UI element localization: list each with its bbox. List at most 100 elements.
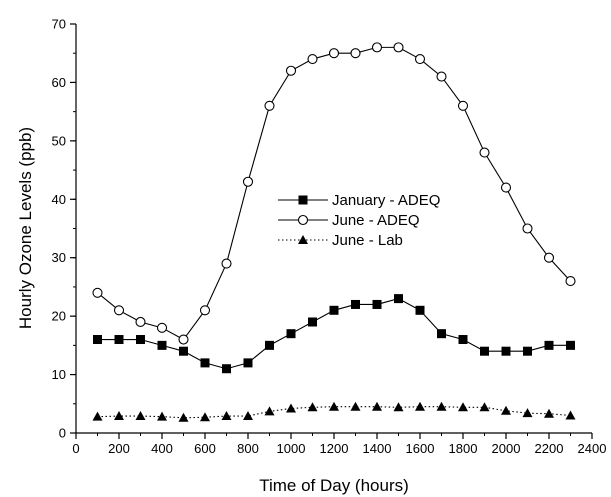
circle-marker bbox=[543, 252, 555, 263]
series-0 bbox=[93, 294, 575, 374]
triangle-marker bbox=[458, 402, 468, 412]
y-tick-label: 60 bbox=[52, 75, 66, 90]
triangle-marker bbox=[200, 412, 210, 422]
square-marker bbox=[222, 364, 231, 374]
triangle-marker bbox=[221, 411, 232, 421]
x-tick-label: 1400 bbox=[363, 441, 392, 456]
legend-entry: January - ADEQ bbox=[278, 192, 440, 209]
square-marker bbox=[480, 346, 489, 356]
circle-marker bbox=[307, 54, 318, 65]
circle-marker bbox=[393, 42, 404, 53]
circle-marker bbox=[522, 223, 533, 234]
legend-entry: June - Lab bbox=[278, 232, 403, 249]
circle-marker bbox=[479, 147, 490, 158]
square-marker bbox=[394, 294, 403, 304]
square-marker bbox=[265, 340, 274, 350]
x-tick-label: 1800 bbox=[449, 441, 478, 456]
triangle-marker bbox=[350, 401, 361, 411]
y-tick-label: 20 bbox=[52, 309, 66, 324]
circle-marker bbox=[371, 42, 383, 53]
y-tick-label: 30 bbox=[52, 250, 66, 265]
triangle-marker bbox=[307, 402, 318, 412]
x-tick-label: 200 bbox=[108, 441, 130, 456]
square-marker bbox=[308, 317, 317, 327]
circle-marker bbox=[221, 258, 232, 269]
legend-label: June - ADEQ bbox=[332, 212, 420, 229]
triangle-marker bbox=[565, 410, 576, 420]
square-marker bbox=[114, 335, 124, 345]
square-marker bbox=[372, 299, 382, 309]
triangle-marker bbox=[264, 406, 275, 416]
legend-entry: June - ADEQ bbox=[278, 212, 420, 229]
circle-marker bbox=[500, 182, 512, 193]
circle-marker bbox=[414, 54, 426, 65]
triangle-marker bbox=[157, 411, 167, 421]
x-tick-label: 2400 bbox=[578, 441, 607, 456]
x-tick-label: 2200 bbox=[535, 441, 564, 456]
circle-marker bbox=[264, 100, 275, 111]
series-2 bbox=[92, 401, 576, 422]
circle-marker bbox=[285, 65, 297, 76]
circle-marker bbox=[92, 287, 103, 298]
legend-square-marker bbox=[298, 195, 308, 205]
legend-triangle-marker bbox=[298, 235, 308, 244]
square-marker bbox=[437, 329, 446, 339]
circle-marker bbox=[178, 334, 189, 345]
square-marker bbox=[329, 305, 339, 315]
x-tick-label: 0 bbox=[72, 441, 79, 456]
triangle-marker bbox=[544, 408, 554, 418]
circle-marker bbox=[350, 48, 361, 59]
square-marker bbox=[501, 346, 511, 356]
y-tick-label: 0 bbox=[59, 426, 66, 441]
y-tick-label: 50 bbox=[52, 133, 66, 148]
x-tick-label: 1000 bbox=[277, 441, 306, 456]
triangle-marker bbox=[114, 411, 124, 421]
circle-marker bbox=[328, 48, 340, 59]
square-marker bbox=[415, 305, 425, 315]
series-1 bbox=[92, 42, 576, 345]
x-tick-label: 1200 bbox=[320, 441, 349, 456]
circle-marker bbox=[199, 305, 211, 316]
triangle-marker bbox=[286, 403, 296, 413]
triangle-marker bbox=[501, 405, 511, 415]
legend: January - ADEQ June - ADEQ June - Lab bbox=[278, 192, 440, 249]
square-marker bbox=[136, 335, 145, 345]
y-axis-title: Hourly Ozone Levels (ppb) bbox=[16, 127, 35, 329]
triangle-marker bbox=[415, 401, 425, 411]
triangle-marker bbox=[135, 411, 146, 421]
legend-label: January - ADEQ bbox=[332, 192, 440, 209]
circle-marker bbox=[113, 305, 125, 316]
circle-marker bbox=[436, 71, 447, 82]
x-tick-label: 1600 bbox=[406, 441, 435, 456]
square-marker bbox=[243, 358, 253, 368]
square-marker bbox=[93, 335, 102, 345]
square-marker bbox=[179, 346, 188, 356]
square-marker bbox=[566, 340, 575, 350]
triangle-marker bbox=[372, 401, 382, 411]
circle-marker bbox=[565, 276, 576, 287]
y-tick-label: 40 bbox=[52, 192, 66, 207]
square-marker bbox=[157, 340, 167, 350]
x-tick-label: 800 bbox=[237, 441, 259, 456]
triangle-marker bbox=[243, 411, 253, 421]
x-axis-title: Time of Day (hours) bbox=[259, 476, 409, 495]
x-tick-label: 400 bbox=[151, 441, 173, 456]
square-marker bbox=[351, 299, 360, 309]
axis-ticks: 0 200 400 600 800 1000 1200 1400 1600 1800 2000 220… bbox=[52, 17, 607, 457]
square-marker bbox=[286, 329, 296, 339]
y-tick-label: 70 bbox=[52, 17, 66, 32]
circle-marker bbox=[135, 316, 146, 328]
legend-circle-marker bbox=[297, 214, 309, 226]
square-marker bbox=[200, 358, 210, 368]
square-marker bbox=[523, 346, 532, 356]
triangle-marker bbox=[479, 402, 490, 412]
legend-label: June - Lab bbox=[332, 232, 403, 249]
circle-marker bbox=[156, 322, 168, 333]
circle-marker bbox=[242, 176, 254, 187]
triangle-marker bbox=[393, 402, 404, 412]
circle-marker bbox=[457, 100, 469, 111]
triangle-marker bbox=[92, 411, 103, 421]
y-tick-label: 10 bbox=[52, 367, 66, 382]
triangle-marker bbox=[522, 408, 533, 418]
